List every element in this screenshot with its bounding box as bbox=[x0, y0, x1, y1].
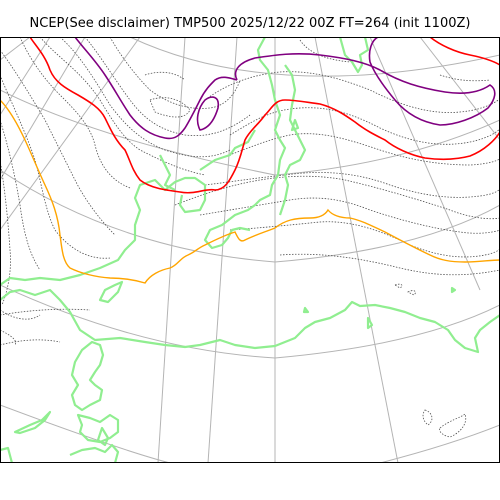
map-panel bbox=[0, 37, 500, 463]
temperature-contour bbox=[199, 197, 500, 234]
temperature-contour bbox=[204, 172, 500, 198]
temperature-contour bbox=[174, 175, 500, 220]
temperature-contour bbox=[0, 339, 61, 346]
coastline bbox=[366, 316, 374, 330]
temperature-contours bbox=[0, 37, 500, 438]
map-frame bbox=[0, 37, 500, 463]
temperature-contour bbox=[0, 308, 91, 316]
coastline bbox=[290, 118, 300, 132]
temperature-contour bbox=[204, 71, 500, 113]
temperature-contour bbox=[109, 37, 241, 109]
temperature-contour bbox=[39, 37, 206, 176]
coastline bbox=[13, 410, 52, 435]
meridian-line bbox=[157, 37, 186, 463]
temperature-contour bbox=[59, 37, 231, 158]
coastline bbox=[450, 286, 457, 294]
isotherm-line bbox=[29, 37, 500, 194]
temperature-contour bbox=[149, 97, 191, 118]
latitude-arc bbox=[0, 169, 500, 263]
coastline bbox=[70, 340, 105, 412]
coastline bbox=[338, 37, 370, 74]
coastline bbox=[0, 446, 14, 463]
temperature-contour bbox=[0, 74, 111, 259]
temperature-contour bbox=[394, 283, 403, 289]
coastline bbox=[278, 64, 307, 216]
coastline bbox=[159, 154, 176, 191]
temperature-contour bbox=[0, 49, 116, 236]
temperature-contour bbox=[439, 74, 491, 82]
meridian-line bbox=[369, 37, 481, 291]
temperature-contour bbox=[214, 133, 500, 166]
temperature-contour bbox=[407, 290, 416, 296]
temperature-contour bbox=[299, 39, 351, 63]
isotherm-line bbox=[234, 37, 496, 126]
meridian-line bbox=[314, 37, 399, 463]
isotherm-red bbox=[29, 37, 500, 194]
isotherm-line bbox=[196, 96, 220, 131]
latitude-arc bbox=[129, 37, 500, 77]
coastline bbox=[203, 37, 287, 250]
coastline bbox=[98, 280, 124, 304]
temperature-contour bbox=[439, 413, 467, 438]
isotherm-orange bbox=[0, 99, 500, 284]
latitude-arc bbox=[0, 404, 171, 463]
meridian-line bbox=[0, 37, 86, 181]
temperature-contour bbox=[0, 309, 41, 320]
temperature-contour bbox=[422, 409, 433, 426]
temperature-contour bbox=[279, 253, 500, 276]
temperature-contour bbox=[0, 329, 17, 346]
coastline bbox=[0, 288, 500, 354]
coastlines bbox=[0, 37, 500, 463]
coastline bbox=[76, 413, 120, 444]
meridian-lines bbox=[0, 37, 500, 463]
temperature-contour bbox=[229, 107, 500, 145]
coastline bbox=[302, 306, 310, 314]
meridian-line bbox=[207, 37, 238, 463]
temperature-contour bbox=[229, 221, 500, 258]
temperature-contour bbox=[144, 71, 186, 81]
meridian-line bbox=[0, 37, 31, 61]
meridian-line bbox=[419, 37, 500, 141]
chart-title: NCEP(See disclaimer) TMP500 2025/12/22 0… bbox=[29, 16, 471, 31]
temperature-contour bbox=[0, 159, 11, 306]
coastline bbox=[69, 443, 120, 463]
coastline bbox=[0, 176, 207, 286]
isotherm-line bbox=[0, 99, 500, 284]
temperature-contour bbox=[0, 119, 41, 271]
latitude-arc bbox=[379, 424, 500, 463]
meridian-line bbox=[0, 37, 141, 231]
temperature-contour bbox=[19, 37, 131, 189]
latitude-lines bbox=[0, 37, 500, 463]
isotherm-line bbox=[429, 37, 500, 66]
isotherm-line bbox=[74, 37, 238, 140]
meridian-line bbox=[0, 37, 51, 116]
coastline bbox=[199, 129, 256, 171]
coastline bbox=[96, 426, 110, 447]
isotherm-purple bbox=[74, 37, 496, 140]
